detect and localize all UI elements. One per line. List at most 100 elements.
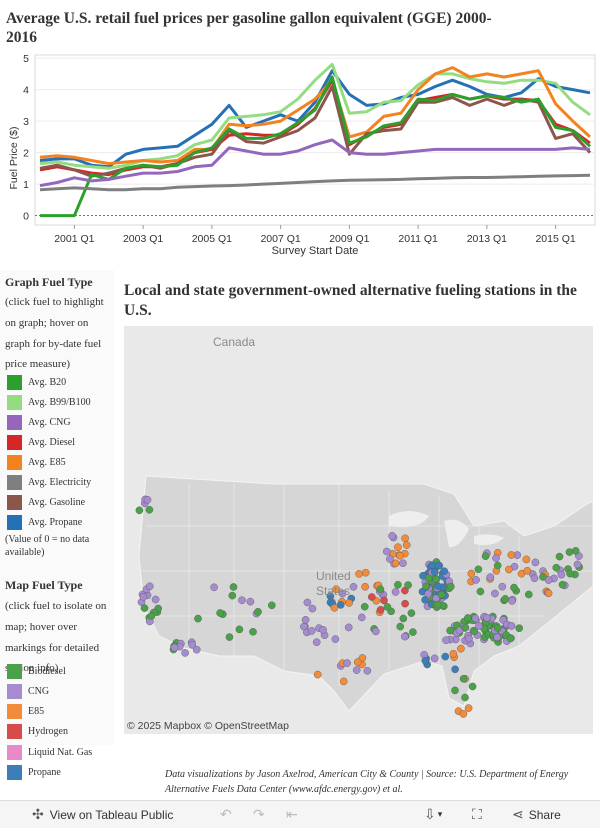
station-marker[interactable] bbox=[451, 665, 459, 674]
view-on-tableau-button[interactable]: ✣ View on Tableau Public bbox=[32, 806, 173, 823]
station-marker[interactable] bbox=[449, 649, 458, 658]
legend-item[interactable]: Avg. Electricity bbox=[7, 474, 91, 490]
station-marker[interactable] bbox=[170, 643, 179, 652]
station-marker[interactable] bbox=[440, 567, 449, 575]
stations-map[interactable]: Canada United States © 2025 Mapbox © Ope… bbox=[124, 326, 593, 734]
station-marker[interactable] bbox=[367, 593, 376, 601]
station-marker[interactable] bbox=[409, 628, 417, 636]
station-marker[interactable] bbox=[386, 555, 394, 563]
revert-button[interactable]: ⇤ bbox=[286, 806, 298, 823]
station-marker[interactable] bbox=[555, 552, 564, 561]
station-marker[interactable] bbox=[571, 547, 580, 555]
legend-item[interactable]: Avg. Propane bbox=[7, 514, 82, 530]
undo-button[interactable]: ↶ bbox=[220, 806, 232, 823]
station-marker[interactable] bbox=[394, 580, 402, 589]
station-marker[interactable] bbox=[407, 609, 416, 617]
station-marker[interactable] bbox=[472, 576, 480, 584]
station-marker[interactable] bbox=[399, 614, 408, 623]
station-marker[interactable] bbox=[400, 632, 409, 641]
station-marker[interactable] bbox=[363, 666, 372, 675]
legend-item[interactable]: CNG bbox=[7, 683, 49, 699]
station-marker[interactable] bbox=[391, 588, 400, 596]
station-marker[interactable] bbox=[430, 568, 439, 576]
station-marker[interactable] bbox=[544, 576, 553, 584]
download-button[interactable]: ⇩ ▾ bbox=[424, 806, 442, 823]
legend-item[interactable]: Avg. Gasoline bbox=[7, 494, 85, 510]
station-marker[interactable] bbox=[330, 603, 339, 612]
station-marker[interactable] bbox=[434, 561, 443, 570]
station-marker[interactable] bbox=[181, 649, 189, 657]
legend-item[interactable]: Liquid Nat. Gas bbox=[7, 744, 92, 760]
station-marker[interactable] bbox=[461, 623, 470, 632]
station-marker[interactable] bbox=[312, 638, 321, 647]
legend-item[interactable]: Avg. CNG bbox=[7, 414, 71, 430]
station-marker[interactable] bbox=[307, 627, 316, 635]
station-marker[interactable] bbox=[151, 595, 160, 604]
station-marker[interactable] bbox=[468, 682, 477, 691]
station-marker[interactable] bbox=[508, 597, 516, 605]
station-marker[interactable] bbox=[313, 670, 322, 679]
series-line-avg-diesel[interactable] bbox=[39, 78, 591, 177]
station-marker[interactable] bbox=[135, 506, 144, 515]
station-marker[interactable] bbox=[371, 627, 380, 636]
station-marker[interactable] bbox=[467, 569, 476, 578]
station-marker[interactable] bbox=[506, 634, 515, 643]
station-marker[interactable] bbox=[457, 644, 465, 653]
station-marker[interactable] bbox=[388, 532, 396, 540]
station-marker[interactable] bbox=[474, 565, 483, 574]
station-marker[interactable] bbox=[433, 600, 442, 609]
station-marker[interactable] bbox=[225, 633, 234, 641]
station-marker[interactable] bbox=[507, 622, 516, 630]
station-marker[interactable] bbox=[145, 505, 154, 514]
station-marker[interactable] bbox=[143, 495, 152, 504]
station-marker[interactable] bbox=[566, 569, 574, 578]
station-marker[interactable] bbox=[544, 589, 553, 598]
station-marker[interactable] bbox=[228, 591, 237, 600]
station-marker[interactable] bbox=[522, 555, 531, 564]
station-marker[interactable] bbox=[353, 658, 362, 666]
station-marker[interactable] bbox=[254, 607, 262, 616]
station-marker[interactable] bbox=[465, 634, 473, 643]
station-marker[interactable] bbox=[401, 599, 409, 608]
station-marker[interactable] bbox=[345, 599, 353, 607]
legend-item[interactable]: Avg. Diesel bbox=[7, 434, 75, 450]
station-marker[interactable] bbox=[147, 612, 156, 620]
station-marker[interactable] bbox=[194, 614, 202, 623]
legend-item[interactable]: Avg. B99/B100 bbox=[7, 394, 91, 410]
station-marker[interactable] bbox=[507, 551, 516, 559]
station-marker[interactable] bbox=[396, 622, 405, 631]
station-marker[interactable] bbox=[360, 602, 369, 611]
station-marker[interactable] bbox=[424, 574, 433, 582]
series-line-avg-cng[interactable] bbox=[39, 138, 591, 188]
station-marker[interactable] bbox=[303, 598, 312, 607]
station-marker[interactable] bbox=[246, 597, 255, 606]
station-marker[interactable] bbox=[515, 624, 524, 633]
station-marker[interactable] bbox=[249, 627, 257, 636]
station-marker[interactable] bbox=[471, 614, 480, 623]
station-marker[interactable] bbox=[401, 534, 409, 543]
station-marker[interactable] bbox=[352, 666, 361, 674]
station-marker[interactable] bbox=[344, 623, 353, 632]
station-marker[interactable] bbox=[145, 582, 154, 591]
station-marker[interactable] bbox=[464, 704, 473, 712]
legend-item[interactable]: E85 bbox=[7, 704, 44, 720]
station-marker[interactable] bbox=[461, 693, 469, 702]
station-marker[interactable] bbox=[383, 603, 392, 611]
station-marker[interactable] bbox=[481, 552, 490, 560]
station-marker[interactable] bbox=[573, 560, 582, 569]
station-marker[interactable] bbox=[376, 585, 385, 594]
station-marker[interactable] bbox=[530, 574, 539, 583]
station-marker[interactable] bbox=[531, 558, 540, 567]
station-marker[interactable] bbox=[486, 573, 495, 581]
station-marker[interactable] bbox=[451, 686, 459, 695]
station-marker[interactable] bbox=[331, 635, 340, 643]
share-button[interactable]: ⋖ Share bbox=[512, 806, 561, 823]
fuel-price-line-chart[interactable]: Fuel Price ($) Survey Start Date 0 1 2 3 4 5 2… bbox=[0, 50, 600, 260]
station-marker[interactable] bbox=[343, 659, 351, 667]
station-marker[interactable] bbox=[565, 548, 574, 556]
station-marker[interactable] bbox=[402, 541, 411, 549]
map-attribution[interactable]: © 2025 Mapbox © OpenStreetMap bbox=[127, 720, 289, 732]
station-marker[interactable] bbox=[355, 570, 363, 578]
station-marker[interactable] bbox=[459, 674, 468, 683]
legend-item[interactable]: Avg. E85 bbox=[7, 454, 66, 470]
